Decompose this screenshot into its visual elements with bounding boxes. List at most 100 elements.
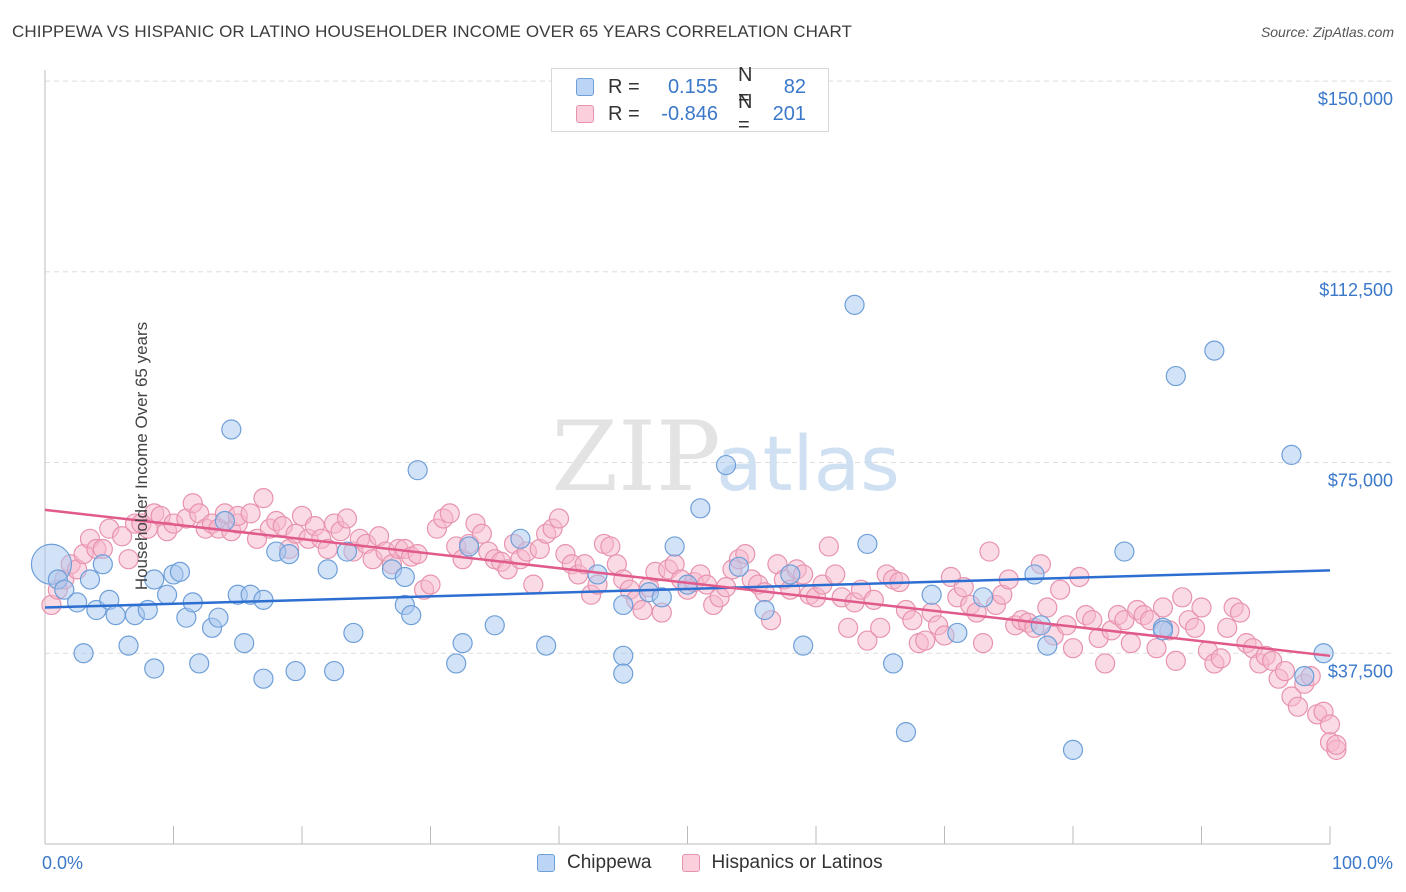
- hispanic-point: [1191, 597, 1212, 618]
- chippewa-point: [844, 294, 865, 315]
- source-label: Source: ZipAtlas.com: [1260, 24, 1394, 40]
- hispanic-point: [548, 508, 570, 529]
- chippewa-point: [285, 660, 306, 682]
- chippewa-point: [54, 579, 75, 600]
- hispanic-point: [1050, 579, 1071, 600]
- hispanic-points: [41, 488, 1347, 761]
- hispanic-point: [317, 538, 338, 560]
- chippewa-swatch: [576, 78, 594, 96]
- y-tick-label: $150,000: [1318, 89, 1393, 109]
- chippewa-point: [613, 663, 634, 684]
- hispanic-point: [1287, 696, 1308, 717]
- n-value: 201: [772, 102, 806, 125]
- chippewa-point: [728, 556, 750, 577]
- chippewa-point: [1024, 564, 1045, 585]
- hispanic-point: [838, 617, 859, 638]
- hispanic-point: [1210, 648, 1231, 669]
- hispanic-point: [336, 508, 358, 529]
- chippewa-point: [754, 599, 775, 621]
- n-label: N =: [738, 91, 753, 136]
- chippewa-point: [279, 543, 300, 565]
- legend-label-chippewa: Chippewa: [567, 852, 652, 873]
- chippewa-point: [1165, 365, 1186, 387]
- hispanic-swatch: [576, 105, 594, 123]
- chippewa-point: [690, 498, 711, 519]
- hispanic-point: [420, 574, 441, 595]
- chippewa-point: [651, 587, 672, 608]
- chippewa-point: [407, 460, 428, 481]
- chippewa-point: [73, 643, 94, 664]
- chippewa-point: [394, 566, 415, 588]
- chippewa-point: [1037, 635, 1058, 656]
- chippewa-point: [1114, 541, 1135, 562]
- hispanic-point: [1229, 602, 1251, 623]
- hispanic-point: [1037, 597, 1058, 618]
- hispanic-swatch: [681, 854, 700, 872]
- hispanic-point: [253, 488, 274, 509]
- chippewa-point: [214, 510, 235, 532]
- chippewa-point: [1204, 340, 1225, 361]
- hispanic-point: [863, 589, 884, 610]
- hispanic-point: [972, 632, 994, 654]
- chippewa-point: [234, 632, 255, 654]
- legend-label-hispanic: Hispanics or Latinos: [711, 852, 883, 873]
- hispanic-point: [953, 577, 974, 598]
- chippewa-point: [452, 632, 473, 654]
- chippewa-point: [156, 584, 178, 605]
- tick-labels: $37,500 $75,000 $112,500 $150,000 0.0% 100.0%: [42, 89, 1393, 873]
- chippewa-point: [536, 635, 557, 656]
- legend-item-chippewa: Chippewa: [537, 852, 652, 874]
- legend-series: Chippewa Hispanics or Latinos: [537, 852, 913, 874]
- chippewa-point: [613, 594, 634, 616]
- hispanic-point: [118, 549, 139, 570]
- chippewa-point: [715, 454, 737, 476]
- hispanic-point: [600, 536, 621, 557]
- legend-item-hispanic: Hispanics or Latinos: [681, 852, 883, 874]
- x-tick-label: 100.0%: [1332, 853, 1393, 873]
- y-tick-label: $37,500: [1328, 661, 1393, 681]
- chart-title: CHIPPEWA VS HISPANIC OR LATINO HOUSEHOLD…: [12, 22, 853, 41]
- grid-lines: [45, 80, 1394, 654]
- chippewa-point: [253, 668, 274, 689]
- legend-row-chippewa: R = 0.155 N = 82: [552, 64, 806, 109]
- hispanic-point: [979, 541, 1000, 562]
- hispanic-point: [818, 536, 839, 557]
- chippewa-point: [67, 592, 88, 613]
- hispanic-point: [439, 503, 460, 524]
- chippewa-point: [484, 615, 505, 636]
- hispanic-point: [857, 630, 878, 651]
- chippewa-point: [510, 528, 531, 549]
- r-label: R =: [608, 75, 640, 98]
- legend-row-hispanic: R = -0.846 N = 201: [552, 91, 806, 136]
- hispanic-point: [1319, 714, 1341, 735]
- chippewa-point: [780, 564, 801, 585]
- chippewa-point: [92, 554, 113, 575]
- r-label: R =: [608, 102, 640, 125]
- axes: [44, 70, 1331, 845]
- hispanic-point: [471, 523, 492, 544]
- chippewa-point: [947, 622, 968, 644]
- chippewa-point: [857, 533, 878, 555]
- hispanic-point: [902, 610, 923, 631]
- chippewa-point: [1294, 666, 1315, 687]
- hispanic-point: [825, 564, 846, 585]
- hispanic-point: [240, 503, 261, 524]
- chippewa-point: [1062, 739, 1084, 761]
- hispanic-point: [1146, 638, 1167, 659]
- hispanic-point: [1184, 617, 1206, 638]
- chippewa-swatch: [537, 854, 555, 872]
- r-value: -0.846: [661, 102, 718, 125]
- chippewa-point: [336, 541, 358, 562]
- hispanic-point: [1152, 597, 1174, 618]
- chippewa-point: [144, 569, 165, 590]
- hispanic-point: [523, 574, 544, 595]
- hispanic-point: [915, 630, 936, 651]
- chippewa-points: [30, 294, 1334, 761]
- chippewa-point: [664, 536, 685, 557]
- chippewa-point: [793, 635, 814, 656]
- chippewa-point: [1281, 444, 1302, 466]
- chippewa-point: [921, 584, 942, 605]
- r-value: 0.155: [667, 75, 718, 98]
- chippewa-point: [401, 605, 422, 626]
